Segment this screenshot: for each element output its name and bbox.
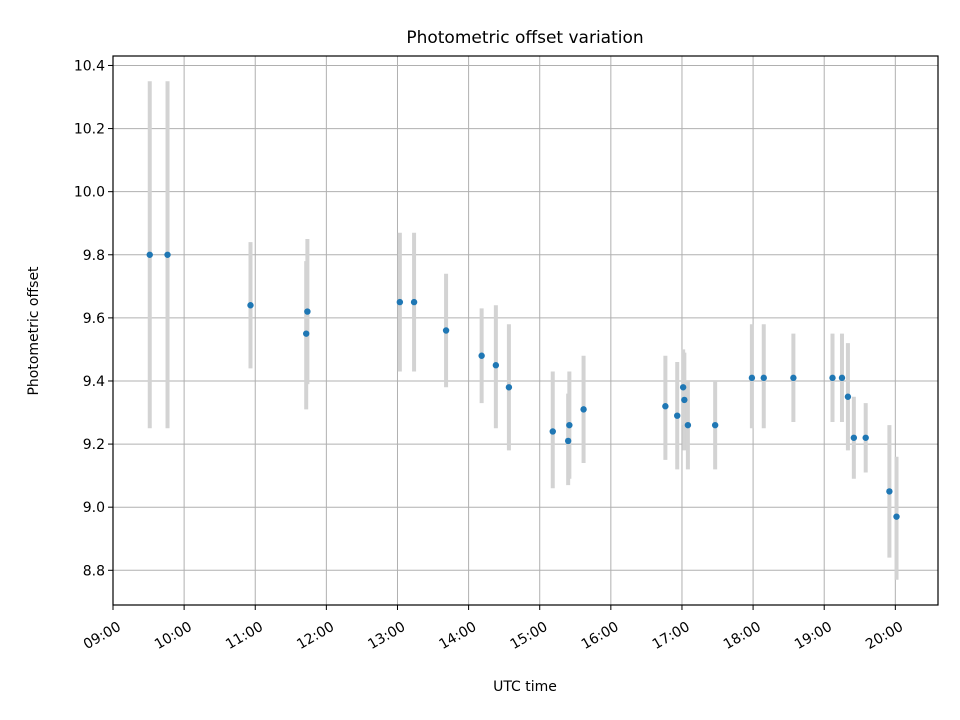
data-point — [674, 412, 681, 419]
y-tick-label: 8.8 — [83, 563, 105, 579]
chart-title: Photometric offset variation — [406, 28, 643, 48]
data-point — [442, 327, 450, 334]
y-tick-label: 10.0 — [74, 185, 105, 201]
data-point — [681, 396, 688, 404]
data-point — [838, 374, 846, 382]
data-point — [564, 437, 572, 445]
data-point — [790, 374, 797, 382]
data-point — [679, 384, 687, 391]
data-point — [304, 308, 311, 315]
x-axis-label: UTC time — [493, 679, 557, 695]
data-point — [478, 352, 485, 359]
y-tick-label: 10.4 — [74, 58, 105, 74]
data-point — [146, 251, 153, 258]
data-point — [684, 421, 692, 429]
data-point — [549, 428, 556, 435]
data-point — [410, 298, 418, 306]
data-point — [711, 421, 719, 429]
data-point — [303, 330, 310, 337]
data-point — [829, 374, 836, 382]
y-tick-label: 10.2 — [74, 122, 105, 138]
y-tick-label: 9.2 — [83, 437, 105, 453]
data-point — [748, 374, 756, 382]
data-point — [893, 513, 900, 520]
y-axis-label: Photometric offset — [26, 266, 42, 396]
data-point — [886, 488, 893, 495]
data-point — [492, 362, 500, 369]
data-point — [844, 393, 852, 400]
y-tick-label: 9.4 — [83, 374, 105, 390]
y-tick-label: 9.6 — [83, 311, 105, 327]
y-tick-label: 9.8 — [83, 248, 105, 264]
data-point — [580, 406, 587, 413]
data-point — [566, 421, 573, 429]
data-point — [850, 434, 858, 441]
data-point — [505, 384, 513, 391]
data-point — [760, 374, 767, 382]
data-point — [662, 403, 669, 410]
data-point — [396, 298, 404, 306]
point-layer — [146, 251, 900, 520]
plot-frame — [112, 55, 939, 606]
data-point — [862, 434, 869, 441]
data-point — [164, 251, 171, 258]
data-point — [247, 302, 254, 309]
y-tick-label: 9.0 — [83, 500, 105, 516]
